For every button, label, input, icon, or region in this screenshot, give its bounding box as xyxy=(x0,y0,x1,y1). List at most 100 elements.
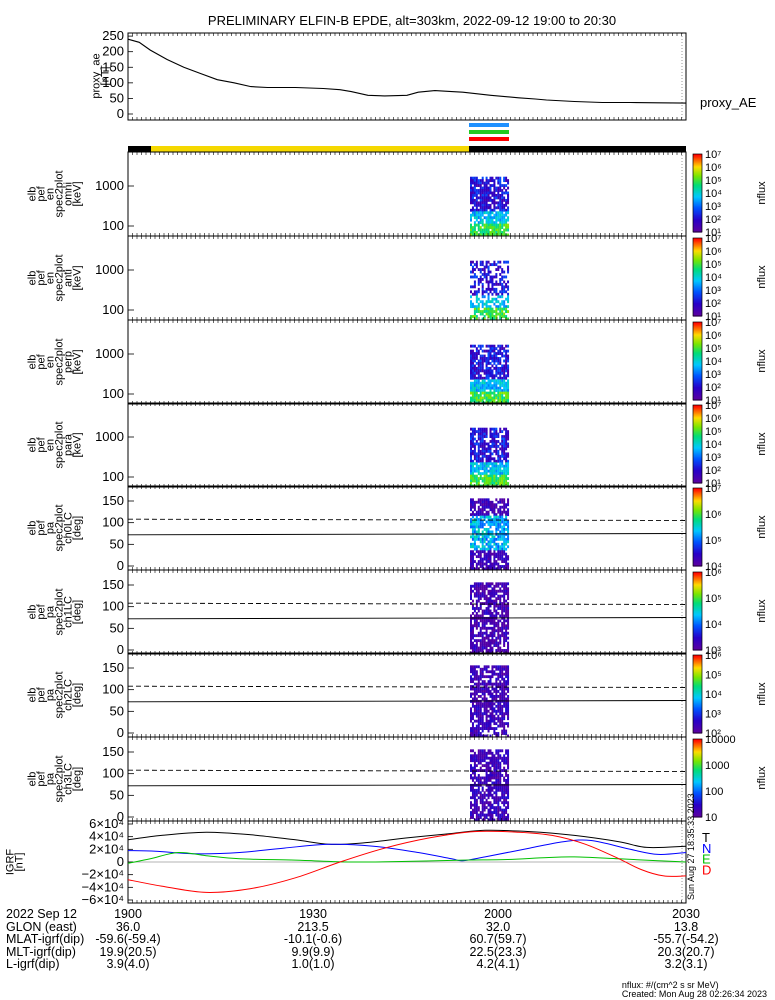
spectrogram-cell xyxy=(471,727,474,730)
spectrogram-cell xyxy=(493,540,496,544)
spectrogram-cell xyxy=(479,310,482,313)
spectrogram-cell xyxy=(481,557,484,561)
colorbar-tick-label: 10² xyxy=(705,465,721,477)
spectrogram-cell xyxy=(497,518,500,521)
colorbar-cell xyxy=(693,630,702,633)
spectrogram-cell xyxy=(470,381,472,385)
colorbar-cell xyxy=(693,180,702,182)
spectrogram-cell xyxy=(477,707,480,711)
spectrogram-cell xyxy=(497,307,500,311)
spectrogram-cell xyxy=(470,717,472,721)
spectrogram-cell xyxy=(485,189,488,192)
spectrogram-cell xyxy=(489,307,492,311)
spectrogram-cell xyxy=(479,523,482,526)
colorbar-tick-label: 10⁶ xyxy=(705,567,722,579)
spectrogram-cell xyxy=(477,223,480,227)
spectrogram-cell xyxy=(485,221,488,225)
spectrogram-cell xyxy=(471,515,474,519)
spectrogram-cell xyxy=(479,391,482,395)
colorbar-cell xyxy=(693,477,702,480)
spectrogram-cell xyxy=(503,379,506,383)
spectrogram-cell xyxy=(495,459,498,463)
spectrogram-cell xyxy=(491,636,494,640)
spectrogram-panel: 1000100elbpefenspec2plotanti[keV]10⁷10⁶1… xyxy=(27,233,769,323)
spectrogram-cell xyxy=(499,457,502,461)
spectrogram-cell xyxy=(477,704,480,708)
spectrogram-cell xyxy=(483,203,486,207)
spectrogram-cell xyxy=(501,211,504,215)
spectrogram-cell xyxy=(477,518,480,521)
colorbar-cell xyxy=(693,379,702,382)
spectrogram-cell xyxy=(475,641,478,645)
colorbar-cell xyxy=(693,592,702,595)
spectrogram-cell xyxy=(473,369,476,373)
spectrogram-cell xyxy=(485,641,488,645)
spectrogram-cell xyxy=(507,540,510,544)
spectrogram-cell xyxy=(487,597,490,601)
spectrogram-cell xyxy=(505,208,508,212)
spectrogram-cell xyxy=(501,278,504,281)
colorbar-cell xyxy=(693,499,702,502)
spectrogram-cell xyxy=(507,186,510,190)
spectrogram-cell xyxy=(497,523,500,526)
spectrogram-cell xyxy=(473,181,476,185)
spectrogram-cell xyxy=(493,644,496,647)
spectrogram-cell xyxy=(485,646,488,650)
spectrogram-cell xyxy=(477,221,480,225)
colorbar-cell xyxy=(693,416,702,419)
spectrogram-cell xyxy=(501,347,504,351)
spectrogram-cell xyxy=(483,317,486,321)
spectrogram-cell xyxy=(485,500,488,504)
spectrogram-cell xyxy=(507,386,510,390)
spectrogram-cell xyxy=(473,624,476,628)
spectrogram-cell xyxy=(479,557,482,561)
spectrogram-cell xyxy=(491,440,494,443)
spectrogram-cell xyxy=(499,362,502,365)
spectrogram-cell xyxy=(495,690,498,693)
spectrogram-cell xyxy=(481,196,484,200)
spectrogram-cell xyxy=(501,722,504,726)
colorbar-tick-label: 10⁴ xyxy=(705,356,722,368)
ind-red xyxy=(469,137,509,141)
spectrogram-cell xyxy=(485,682,488,686)
colorbar-cell xyxy=(693,208,702,211)
spectrogram-cell xyxy=(501,226,504,229)
spectrogram-cell xyxy=(487,379,490,383)
spectrogram-cell xyxy=(497,399,500,402)
spectrogram-cell xyxy=(473,607,476,610)
spectrogram-cell xyxy=(485,198,488,202)
spectrogram-cell xyxy=(470,176,472,180)
spectrogram-cell xyxy=(503,621,506,625)
spectrogram-cell xyxy=(481,690,484,693)
spectrogram-cell xyxy=(475,305,478,309)
spectrogram-cell xyxy=(485,513,488,517)
spectrogram-cell xyxy=(493,714,496,718)
spectrogram-cell xyxy=(473,477,476,480)
spectrogram-cell xyxy=(470,518,472,521)
spectrogram-cell xyxy=(475,379,478,383)
spectrogram-cell xyxy=(501,547,504,551)
spectrogram-cell xyxy=(475,646,478,650)
spectrogram-cell xyxy=(499,545,502,549)
colorbar-cell xyxy=(693,337,702,340)
spectrogram-cell xyxy=(495,562,498,566)
spectrogram-cell xyxy=(483,371,486,375)
spectrogram-cell xyxy=(485,619,488,623)
spectrogram-cell xyxy=(477,179,480,183)
spectrogram-cell xyxy=(489,589,492,593)
spectrogram-cell xyxy=(487,589,490,593)
spectrogram-cell xyxy=(471,634,474,638)
spectrogram-cell xyxy=(473,366,476,370)
colorbar-cell xyxy=(693,590,702,593)
spectrogram-cell xyxy=(485,181,488,185)
spectrogram-cell xyxy=(485,211,488,215)
spectrogram-cell xyxy=(475,203,478,207)
spectrogram-cell xyxy=(491,545,494,549)
colorbar-cell xyxy=(693,502,702,505)
spectrogram-cell xyxy=(507,636,510,640)
spectrogram-cell xyxy=(481,344,484,348)
spectrogram-cell xyxy=(491,530,494,534)
spectrogram-cell xyxy=(503,714,506,718)
spectrogram-cell xyxy=(479,203,482,207)
spectrogram-cell xyxy=(493,231,496,234)
